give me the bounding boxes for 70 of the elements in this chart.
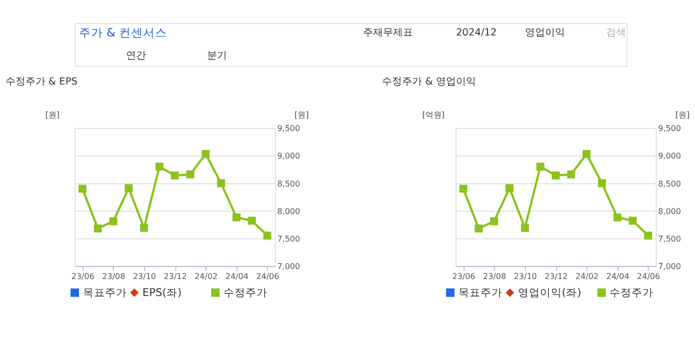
x-tick-label: 24/06 (637, 272, 660, 281)
x-tick-label: 23/12 (544, 272, 568, 281)
x-tick-label: 23/10 (132, 272, 156, 281)
y-axis-title: [원] (45, 110, 60, 120)
y2-tick-label: 9,500 (277, 124, 300, 134)
text: 2024/12 (456, 28, 497, 39)
point (598, 179, 606, 188)
x-tick-label: 23/12 (164, 272, 187, 281)
x-tick-label: 24/02 (194, 272, 218, 281)
text: 검색 (606, 28, 626, 39)
point (506, 184, 514, 192)
x-tick-label: 24/04 (225, 272, 248, 281)
y2-tick-label: 7,000 (277, 262, 300, 272)
point (536, 162, 544, 171)
y2-axis-title: [원] (675, 110, 690, 120)
point (552, 171, 560, 180)
point (232, 213, 240, 222)
point (78, 184, 86, 193)
point (520, 224, 529, 232)
legend-label: 영업이익(좌) (518, 286, 582, 300)
x-tick-label: 23/06 (71, 272, 94, 281)
point (217, 179, 226, 188)
point (263, 232, 272, 240)
chart-title: 수정주가 & 영업이익 (382, 76, 476, 88)
y2-tick-label: 9,000 (277, 152, 300, 161)
text: 연간 (126, 50, 146, 62)
legend-label: 목표주가 (458, 286, 502, 300)
point (202, 150, 210, 158)
x-tick-label: 24/06 (256, 272, 280, 281)
y2-tick-label: 7,500 (277, 234, 300, 244)
y2-tick-label: 8,000 (277, 206, 300, 216)
legend-label: 수정주가 (223, 286, 268, 300)
point (613, 213, 622, 222)
point (124, 184, 133, 192)
point (644, 232, 652, 240)
point (170, 171, 179, 180)
point (490, 217, 498, 226)
x-tick-label: 23/08 (102, 272, 126, 281)
legend-label: EPS(좌) (142, 286, 182, 300)
y2-tick-label: 8,500 (658, 179, 681, 188)
chart-title: 수정주가 & EPS (5, 76, 78, 88)
text: 주재무제표 (362, 28, 413, 39)
y2-tick-label: 9,000 (658, 152, 681, 161)
text: 영업이익 (525, 28, 566, 39)
point (582, 150, 591, 158)
y2-tick-label: 9,500 (658, 124, 681, 134)
y2-axis-title: [원] (294, 110, 309, 120)
y2-tick-label: 8,000 (658, 206, 681, 216)
y-axis-title: [억원] (422, 110, 444, 120)
y2-tick-label: 7,000 (658, 262, 681, 272)
y2-tick-label: 7,500 (658, 234, 681, 244)
text: 주가 & 컨센서스 (78, 25, 168, 40)
point (474, 224, 483, 232)
y2-tick-label: 8,500 (277, 179, 300, 188)
x-tick-label: 24/02 (575, 272, 599, 281)
point (94, 224, 102, 232)
point (155, 162, 164, 171)
point (248, 216, 256, 225)
point (628, 216, 637, 225)
x-tick-label: 24/04 (606, 272, 630, 281)
point (567, 170, 576, 178)
x-tick-label: 23/06 (452, 272, 476, 281)
legend-label: 목표주가 (82, 286, 127, 300)
legend-label: 수정주가 (610, 286, 654, 300)
x-tick-label: 23/08 (483, 272, 506, 281)
x-tick-label: 23/10 (514, 272, 537, 281)
point (459, 184, 468, 193)
point (186, 170, 194, 178)
text: 분기 (207, 50, 228, 62)
point (140, 224, 148, 232)
